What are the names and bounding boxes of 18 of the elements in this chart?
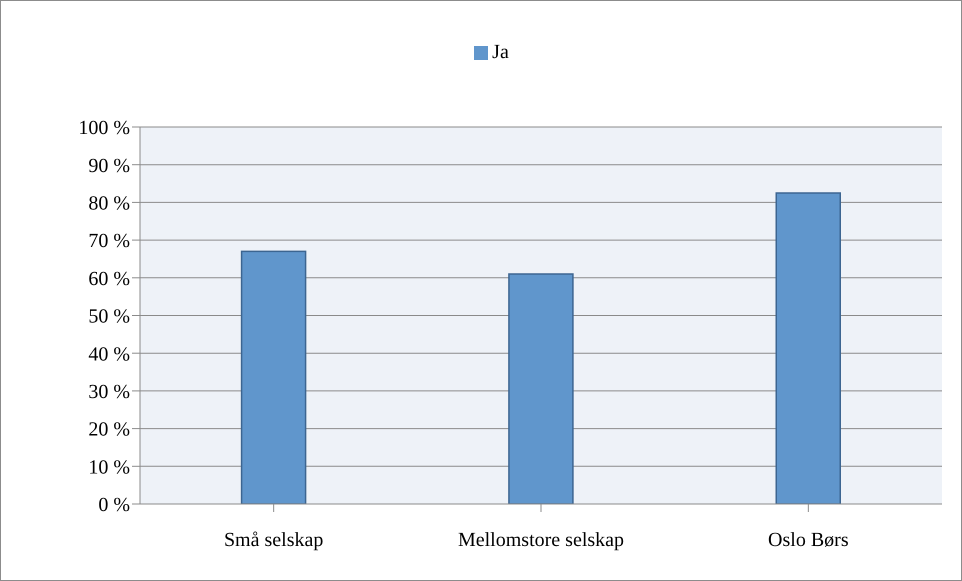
y-tick-label: 30 % xyxy=(88,381,130,403)
legend-label: Ja xyxy=(492,41,509,63)
y-tick-label: 100 % xyxy=(78,117,130,140)
y-tick-label: 60 % xyxy=(88,268,130,290)
bar xyxy=(776,192,842,504)
y-tick-label: 0 % xyxy=(98,494,130,516)
y-tick-label: 70 % xyxy=(88,230,130,252)
y-tick-label: 90 % xyxy=(88,154,130,177)
y-tick-label: 40 % xyxy=(88,343,130,366)
x-tick-label: Oslo Børs xyxy=(768,529,849,552)
x-tick-label: Mellomstore selskap xyxy=(458,529,624,552)
bar xyxy=(240,250,306,504)
y-tick-label: 20 % xyxy=(88,418,130,441)
y-tick-label: 10 % xyxy=(88,456,130,478)
bar xyxy=(508,273,574,504)
y-tick-label: 80 % xyxy=(88,192,130,214)
x-tick-label: Små selskap xyxy=(224,529,324,552)
y-tick-label: 50 % xyxy=(88,306,130,328)
